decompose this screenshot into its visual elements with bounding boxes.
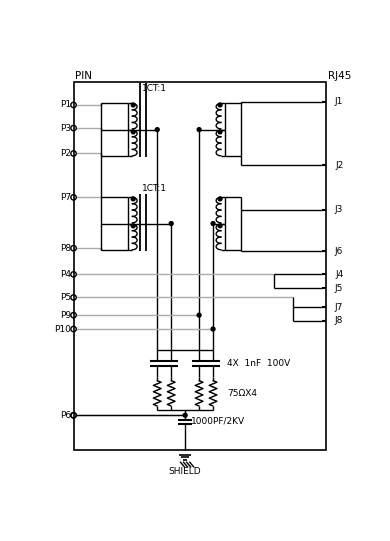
Text: 4X  1nF  100V: 4X 1nF 100V (227, 359, 290, 368)
Circle shape (218, 224, 222, 228)
Text: 1000PF/2KV: 1000PF/2KV (191, 417, 245, 426)
Text: PIN: PIN (75, 71, 92, 81)
Circle shape (211, 327, 215, 331)
Text: P6: P6 (60, 411, 71, 420)
Text: J1: J1 (335, 97, 343, 107)
Text: J8: J8 (335, 316, 343, 325)
Circle shape (218, 197, 222, 201)
Text: P5: P5 (60, 293, 71, 302)
Circle shape (218, 130, 222, 134)
Circle shape (197, 128, 201, 131)
Text: 1CT:1: 1CT:1 (142, 83, 167, 93)
Circle shape (131, 224, 135, 228)
Text: SHIELD: SHIELD (169, 467, 202, 476)
Circle shape (131, 197, 135, 201)
Circle shape (169, 222, 173, 226)
Text: J4: J4 (335, 270, 343, 279)
Text: J3: J3 (335, 205, 343, 214)
Circle shape (131, 103, 135, 107)
Text: J2: J2 (335, 161, 343, 169)
Circle shape (197, 313, 201, 317)
Circle shape (183, 413, 187, 417)
Text: J5: J5 (335, 283, 343, 293)
Circle shape (155, 128, 159, 131)
Text: P7: P7 (60, 193, 71, 202)
Circle shape (218, 103, 222, 107)
Text: 1CT:1: 1CT:1 (142, 183, 167, 193)
Circle shape (131, 130, 135, 134)
Text: P2: P2 (60, 149, 71, 158)
Text: P8: P8 (60, 243, 71, 253)
Text: RJ45: RJ45 (328, 71, 351, 81)
Text: P9: P9 (60, 311, 71, 320)
Text: 75ΩX4: 75ΩX4 (227, 389, 257, 398)
Text: P1: P1 (60, 101, 71, 109)
Text: J7: J7 (335, 303, 343, 312)
Text: P3: P3 (60, 123, 71, 133)
Text: J6: J6 (335, 247, 343, 256)
Text: P4: P4 (60, 270, 71, 279)
Circle shape (211, 222, 215, 226)
Text: P10: P10 (54, 325, 71, 334)
